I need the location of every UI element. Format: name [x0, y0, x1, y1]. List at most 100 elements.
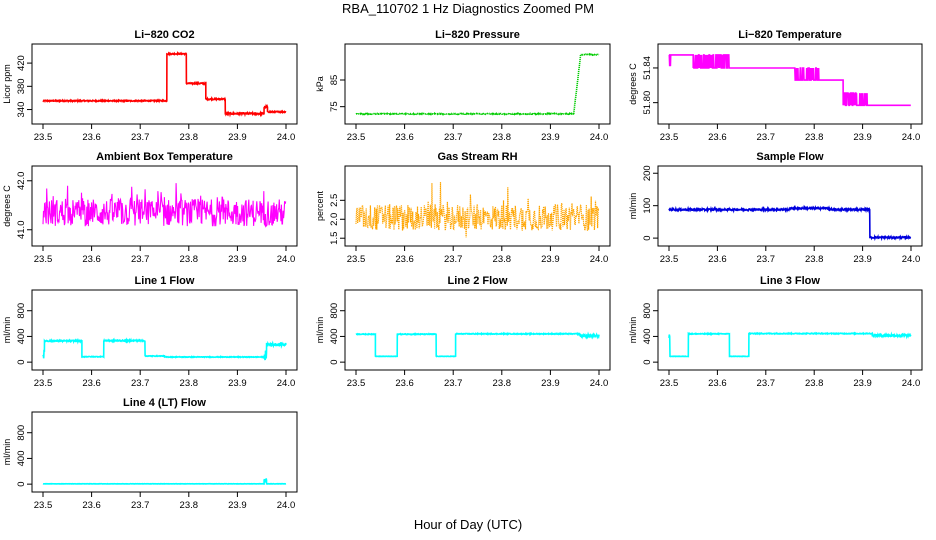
x-tick-label: 23.8 — [805, 378, 824, 389]
y-axis-label: ml/min — [2, 317, 12, 344]
y-tick-label: 0 — [642, 235, 653, 240]
x-tick-label: 23.5 — [660, 132, 679, 143]
chart-line1: Line 1 Flow 23.5 23.6 23.7 23.8 23.9 24.0 0 400 8… — [2, 275, 298, 389]
y-tick-label: 51.80 — [642, 91, 653, 115]
x-tick-label: 24.0 — [277, 378, 296, 389]
plot-frame — [657, 165, 923, 247]
series-line — [355, 182, 600, 238]
y-tick-label: 75 — [329, 101, 340, 112]
chart-title: Line 3 Flow — [760, 275, 820, 287]
x-tick-label: 23.7 — [131, 132, 150, 143]
x-tick-label: 23.9 — [228, 378, 247, 389]
x-tick-label: 23.9 — [541, 378, 560, 389]
chart-sample_flow: Sample Flow 23.5 23.6 23.7 23.8 23.9 24.0 0 100 2… — [628, 151, 923, 265]
x-tick-label: 23.5 — [347, 254, 366, 265]
y-tick-label: 0 — [16, 481, 27, 486]
x-tick-label: 23.8 — [180, 132, 199, 143]
x-tick-label: 23.7 — [131, 378, 150, 389]
x-tick-label: 23.9 — [228, 132, 247, 143]
page-title: RBA_110702 1 Hz Diagnostics Zoomed PM — [342, 1, 594, 16]
series-line — [42, 183, 287, 228]
y-tick-label: 2.0 — [329, 213, 340, 226]
series-line — [668, 54, 911, 107]
series-line — [668, 204, 912, 242]
y-axis-label: degrees C — [628, 63, 638, 105]
x-tick-label: 24.0 — [590, 254, 609, 265]
chart-title: Sample Flow — [756, 151, 824, 163]
y-tick-label: 400 — [329, 328, 340, 344]
series-line — [355, 52, 600, 117]
y-axis-label: ml/min — [315, 317, 325, 344]
y-tick-label: 0 — [642, 359, 653, 364]
y-tick-label: 200 — [642, 165, 653, 181]
y-tick-label: 2.5 — [329, 194, 340, 207]
x-tick-label: 23.7 — [444, 132, 463, 143]
plot-frame — [344, 43, 611, 125]
y-tick-label: 800 — [16, 303, 27, 319]
y-tick-label: 0 — [329, 359, 340, 364]
x-tick-label: 23.5 — [34, 378, 53, 389]
x-tick-label: 23.6 — [395, 378, 414, 389]
x-tick-label: 23.6 — [82, 378, 101, 389]
chart-line4: Line 4 (LT) Flow 23.5 23.6 23.7 23.8 23.9 24.0… — [2, 397, 298, 511]
x-tick-label: 23.5 — [660, 378, 679, 389]
plot-frame — [31, 411, 298, 493]
chart-co2: Li−820 CO2 23.5 23.6 23.7 23.8 23.9 24.0 340 380… — [2, 29, 298, 143]
series-line — [42, 337, 287, 361]
x-tick-label: 23.7 — [757, 254, 776, 265]
x-tick-label: 23.5 — [34, 132, 53, 143]
plot-frame — [344, 289, 611, 371]
y-tick-label: 85 — [329, 75, 340, 86]
y-tick-label: 400 — [16, 328, 27, 344]
chart-title: Li−820 Temperature — [738, 29, 841, 41]
x-tick-label: 24.0 — [277, 500, 296, 511]
x-tick-label: 23.7 — [131, 500, 150, 511]
chart-pressure: Li−820 Pressure 23.5 23.6 23.7 23.8 23.9 24.0 7… — [315, 29, 611, 143]
series-line — [355, 331, 600, 358]
chart-line2: Line 2 Flow 23.5 23.6 23.7 23.8 23.9 24.0 0 400 8… — [315, 275, 611, 389]
x-tick-label: 23.6 — [395, 132, 414, 143]
x-tick-label: 23.9 — [228, 254, 247, 265]
x-tick-label: 24.0 — [277, 132, 296, 143]
y-axis-label: ml/min — [628, 317, 638, 344]
x-tick-label: 23.6 — [708, 132, 727, 143]
x-tick-label: 24.0 — [902, 254, 921, 265]
x-tick-label: 23.8 — [180, 254, 199, 265]
page-xlabel: Hour of Day (UTC) — [413, 517, 523, 532]
y-axis-label: degrees C — [2, 185, 12, 227]
plot-frame — [31, 43, 298, 125]
x-tick-label: 23.7 — [131, 254, 150, 265]
x-tick-label: 23.8 — [493, 254, 512, 265]
x-tick-label: 23.6 — [82, 132, 101, 143]
x-tick-label: 23.5 — [34, 254, 53, 265]
y-tick-label: 100 — [642, 198, 653, 214]
x-tick-label: 23.5 — [347, 132, 366, 143]
y-tick-label: 800 — [16, 425, 27, 441]
x-tick-label: 23.8 — [180, 500, 199, 511]
x-tick-label: 23.9 — [853, 254, 872, 265]
x-tick-label: 23.9 — [541, 132, 560, 143]
series-line — [42, 478, 287, 485]
x-tick-label: 23.8 — [180, 378, 199, 389]
x-tick-label: 23.8 — [805, 132, 824, 143]
series-line — [668, 331, 912, 358]
y-tick-label: 400 — [642, 328, 653, 344]
chart-title: Gas Stream RH — [437, 151, 517, 163]
plot-frame — [31, 165, 298, 247]
x-tick-label: 23.6 — [82, 500, 101, 511]
x-tick-label: 23.7 — [757, 378, 776, 389]
x-tick-label: 23.9 — [541, 254, 560, 265]
chart-gas_rh: Gas Stream RH 23.5 23.6 23.7 23.8 23.9 24.0 1.5… — [315, 151, 611, 265]
y-tick-label: 340 — [16, 102, 27, 118]
chart-title: Ambient Box Temperature — [96, 151, 233, 163]
x-tick-label: 23.9 — [228, 500, 247, 511]
chart-licor_temp: Li−820 Temperature 23.5 23.6 23.7 23.8 23.9 24… — [628, 29, 923, 143]
y-tick-label: 800 — [329, 303, 340, 319]
plot-frame — [657, 289, 923, 371]
x-tick-label: 24.0 — [902, 132, 921, 143]
plot-frame — [657, 43, 923, 125]
plot-frame — [344, 165, 611, 247]
y-tick-label: 0 — [16, 359, 27, 364]
y-tick-label: 400 — [16, 450, 27, 466]
